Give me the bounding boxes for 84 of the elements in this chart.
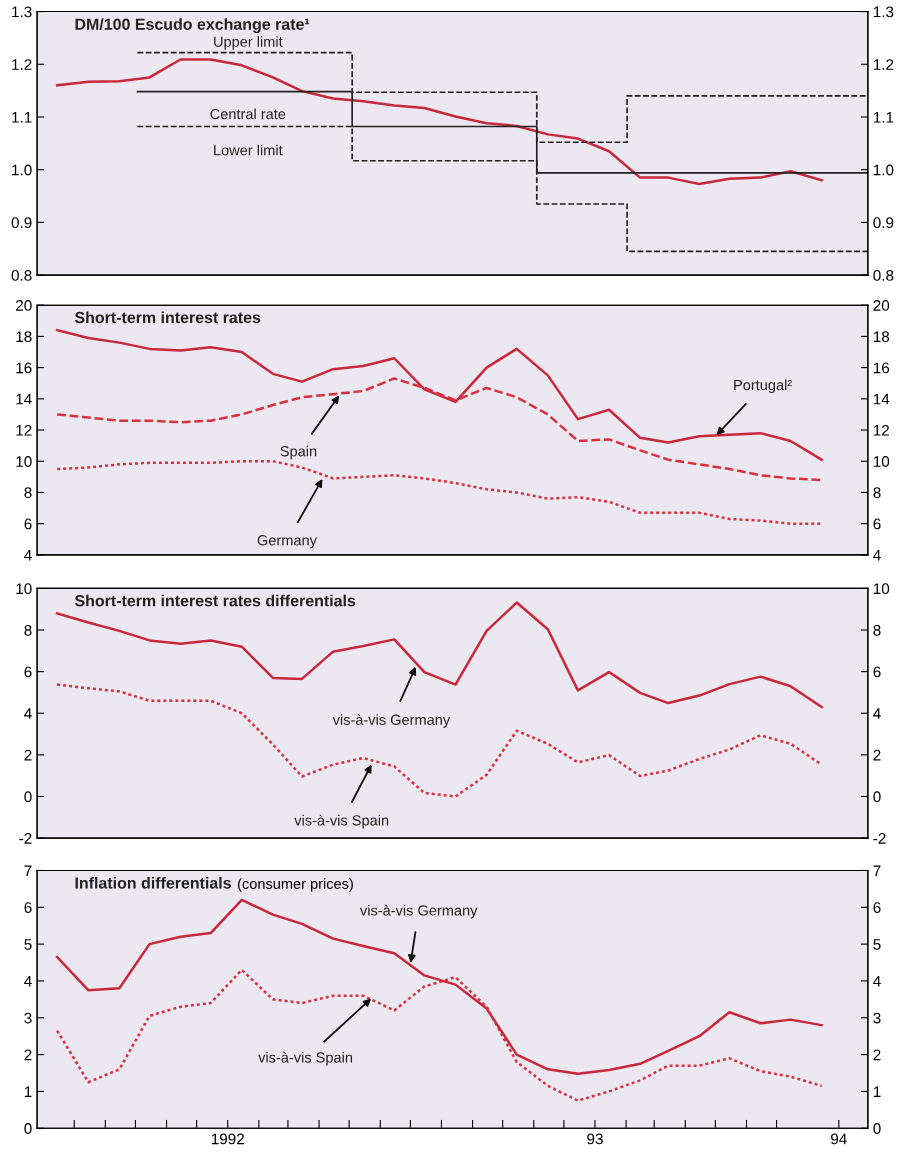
y2-tick-label: 6	[873, 518, 881, 530]
y-tick-label: 7	[24, 865, 32, 876]
y-tick-label: 6	[24, 518, 32, 530]
y-tick-label: 4	[24, 549, 32, 561]
y-tick-label: 8	[24, 487, 32, 499]
y-tick-label: 4	[24, 975, 32, 987]
y-tick-label: 0	[24, 1123, 32, 1134]
chart-subtitle: (consumer prices)	[238, 878, 353, 892]
y2-tick-label: 2	[873, 749, 881, 761]
y2-tick-label: 0.8	[873, 270, 894, 281]
y-tick-label: 1.2	[12, 59, 32, 70]
y-tick-label: 16	[16, 362, 32, 374]
annotation: vis-à-vis Spain	[258, 1051, 353, 1066]
y2-tick-label: 4	[873, 975, 881, 987]
y2-tick-label: 5	[873, 939, 881, 950]
y2-tick-label: 2	[873, 1049, 881, 1061]
y2-tick-label: 0.9	[873, 217, 894, 229]
x-tick-label: 94	[831, 1133, 847, 1145]
y-tick-label: 0.9	[11, 217, 32, 229]
annotation: Spain	[280, 445, 317, 460]
y-tick-label: -2	[19, 832, 32, 844]
y-tick-label: 6	[24, 666, 32, 678]
y2-tick-label: 3	[873, 1012, 881, 1024]
y-tick-label: 10	[16, 456, 32, 467]
annotation: vis-à-vis Germany	[332, 714, 451, 728]
y-tick-label: 0	[24, 791, 32, 803]
y-tick-label: 18	[16, 331, 32, 343]
y2-tick-label: 10	[873, 583, 890, 595]
y2-tick-label: 4	[873, 708, 881, 719]
line-series	[55, 898, 823, 1075]
y-tick-label: 12	[16, 424, 32, 436]
annotation: Upper limit	[214, 36, 283, 50]
annotation: Central rate	[210, 108, 286, 120]
annotation: vis-à-vis Germany	[360, 904, 478, 919]
y-tick-label: 2	[24, 1049, 32, 1061]
line-series	[55, 58, 823, 186]
y-tick-label: 1.3	[12, 6, 32, 18]
annotation: Lower limit	[214, 144, 283, 156]
y-tick-label: 2	[24, 749, 32, 761]
y2-tick-label: 1.2	[873, 59, 894, 70]
y-tick-label: 6	[24, 902, 32, 913]
y2-tick-label: 6	[873, 666, 881, 678]
y2-tick-label: 16	[873, 362, 890, 374]
line-series	[55, 968, 823, 1102]
y2-tick-label: 1.0	[873, 164, 894, 176]
chart-title: DM/100 Escudo exchange rate¹	[75, 18, 310, 34]
line-series	[55, 377, 823, 482]
y2-tick-label: 4	[873, 549, 881, 561]
line-series	[55, 459, 823, 525]
annotation: vis-à-vis Spain	[294, 814, 389, 829]
y-tick-label: 4	[24, 708, 32, 719]
y2-tick-label: 10	[873, 456, 890, 467]
y2-tick-label: 7	[873, 865, 881, 876]
y2-tick-label: 18	[873, 331, 890, 343]
line-series	[55, 328, 823, 461]
y2-tick-label: 20	[873, 300, 890, 311]
y2-tick-label: 0	[873, 791, 881, 803]
y-tick-label: 5	[24, 939, 32, 950]
annotation: Germany	[257, 535, 317, 549]
y2-tick-label: 1	[873, 1086, 881, 1097]
y2-tick-label: 8	[873, 487, 881, 499]
chart-title: Short-term interest rates differentials	[74, 594, 356, 607]
y2-tick-label: 12	[873, 424, 889, 436]
y-tick-label: 8	[24, 624, 32, 636]
y-tick-label: 1	[24, 1086, 32, 1097]
y2-tick-label: 8	[873, 624, 881, 636]
y-tick-label: 20	[16, 300, 32, 311]
chart-title: Short-term interest rates	[74, 311, 261, 324]
y-tick-label: 0.8	[11, 270, 32, 281]
y-tick-label: 3	[24, 1012, 32, 1024]
y-tick-label: 10	[16, 583, 32, 595]
y-tick-label: 1.1	[12, 112, 32, 123]
annotation: Portugal²	[734, 379, 792, 394]
x-tick-label: 93	[587, 1133, 603, 1145]
y2-tick-label: 1.3	[873, 6, 894, 18]
y2-tick-label: 1.1	[873, 112, 894, 123]
chart-title: Inflation differentials	[75, 876, 231, 889]
y2-tick-label: 0	[873, 1123, 881, 1134]
y-tick-label: 14	[16, 393, 32, 405]
y2-tick-label: -2	[873, 832, 886, 844]
y-tick-label: 1.0	[12, 164, 32, 176]
x-tick-label: 1992	[211, 1133, 244, 1145]
y2-tick-label: 6	[873, 902, 881, 913]
y2-tick-label: 14	[873, 393, 890, 405]
